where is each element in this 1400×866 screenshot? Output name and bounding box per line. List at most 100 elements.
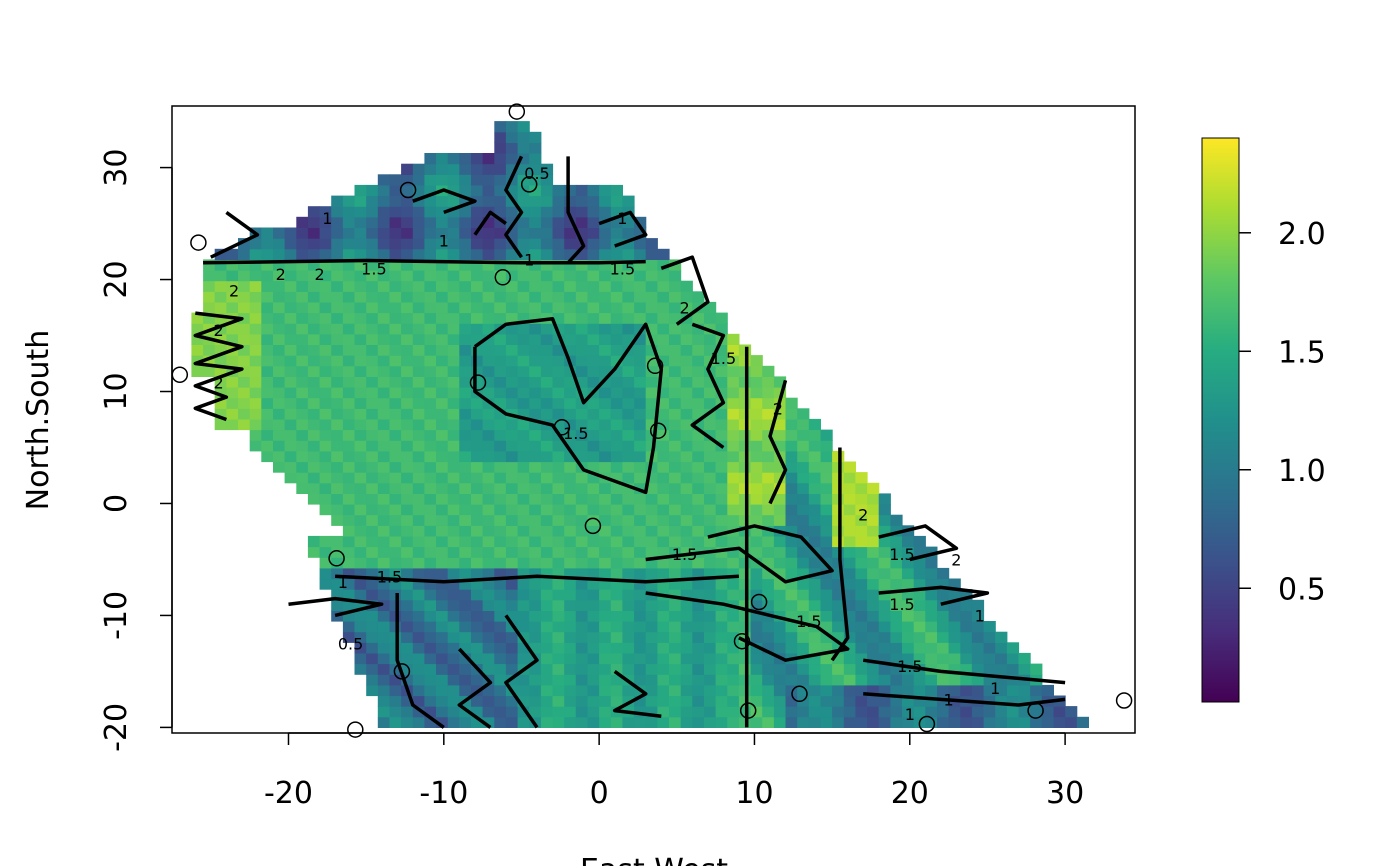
observation-point <box>733 632 751 650</box>
heatmap-cell <box>494 280 507 292</box>
heatmap-cell <box>855 716 868 728</box>
heatmap-cell <box>191 323 204 335</box>
heatmap-cell <box>471 440 484 452</box>
heatmap-cell <box>890 589 903 601</box>
heatmap-cell <box>494 270 507 282</box>
heatmap-cell <box>820 440 833 452</box>
heatmap-cell <box>401 259 414 271</box>
heatmap-cell <box>517 504 530 516</box>
heatmap-cell <box>529 599 542 611</box>
heatmap-cell <box>797 621 810 633</box>
heatmap-cell <box>517 716 530 728</box>
heatmap-cell <box>599 589 612 601</box>
observation-point <box>646 357 664 375</box>
heatmap-cell <box>540 546 554 558</box>
heatmap-cell <box>505 259 519 271</box>
heatmap-cell <box>890 716 903 728</box>
heatmap-cell <box>273 333 286 345</box>
heatmap-cell <box>855 535 868 548</box>
heatmap-cell <box>471 504 484 516</box>
heatmap-cell <box>424 472 437 484</box>
heatmap-cell <box>645 599 658 611</box>
heatmap-cell <box>447 695 460 707</box>
heatmap-cell <box>773 610 787 622</box>
heatmap-cell <box>354 206 367 218</box>
heatmap-cell <box>925 642 938 654</box>
heatmap-cell <box>634 248 647 260</box>
heatmap-cell <box>657 578 670 590</box>
heatmap-cell <box>296 408 309 420</box>
heatmap-cell <box>436 621 449 633</box>
heatmap-cell <box>529 216 542 228</box>
heatmap-cell <box>273 429 286 441</box>
heatmap-cell <box>669 504 682 516</box>
heatmap-cell <box>773 557 787 569</box>
heatmap-cell <box>412 525 425 537</box>
heatmap-cell <box>436 695 449 707</box>
heatmap-cell <box>436 270 449 282</box>
heatmap-cell <box>354 376 367 388</box>
heatmap-cell <box>552 248 565 260</box>
heatmap-cell <box>587 429 600 441</box>
heatmap-cell <box>797 429 810 441</box>
heatmap-cell <box>459 472 472 484</box>
heatmap-cell <box>645 546 658 558</box>
heatmap-cell <box>529 429 542 441</box>
heatmap-cell <box>517 684 530 697</box>
heatmap-cell <box>459 589 472 601</box>
observation-point <box>649 422 667 439</box>
heatmap-cell <box>482 461 495 473</box>
heatmap-cell <box>645 557 658 569</box>
heatmap-cell <box>785 716 798 728</box>
heatmap-cell <box>692 578 705 590</box>
heatmap-cell <box>540 567 554 580</box>
heatmap-cell <box>948 674 961 686</box>
heatmap-cell <box>331 206 344 218</box>
heatmap-cell <box>447 227 460 239</box>
heatmap-cell <box>505 216 519 228</box>
observation-points <box>171 103 1133 738</box>
heatmap-cell <box>680 716 693 728</box>
heatmap-cell <box>552 206 565 218</box>
heatmap-cell <box>599 355 612 367</box>
contour-label: 2 <box>680 299 690 318</box>
heatmap-cell <box>645 440 658 452</box>
heatmap-cell <box>354 312 367 324</box>
heatmap-cell <box>925 684 938 697</box>
heatmap-cell <box>226 387 239 399</box>
heatmap-cell <box>331 557 344 569</box>
heatmap-cell <box>552 631 565 643</box>
heatmap-cell <box>307 535 321 548</box>
heatmap-cell <box>715 461 728 473</box>
heatmap-cell <box>482 280 495 292</box>
heatmap-cell <box>575 589 588 601</box>
heatmap-cell <box>517 163 530 175</box>
heatmap-cell <box>878 652 891 665</box>
heatmap-cell <box>762 504 775 516</box>
heatmap-cell <box>552 482 565 494</box>
heatmap-cell <box>389 514 402 526</box>
heatmap-cell <box>797 450 810 463</box>
heatmap-cell <box>704 429 717 441</box>
heatmap-cell <box>366 546 379 558</box>
heatmap-cell <box>377 301 390 314</box>
heatmap-cell <box>540 355 554 367</box>
heatmap-cell <box>820 599 833 611</box>
heatmap-cell <box>307 493 321 505</box>
heatmap-cell <box>680 535 693 548</box>
heatmap-cell <box>459 567 472 580</box>
heatmap-cell <box>587 461 600 473</box>
heatmap-cell <box>424 153 437 165</box>
heatmap-cell <box>436 397 449 409</box>
heatmap-cell <box>505 695 519 707</box>
heatmap-cell <box>412 301 425 314</box>
heatmap-cell <box>843 514 856 526</box>
heatmap-cell <box>832 695 845 707</box>
heatmap-cell <box>424 418 437 431</box>
heatmap-cell <box>284 280 297 292</box>
heatmap-cell <box>645 344 658 356</box>
heatmap-cell <box>599 206 612 218</box>
heatmap-cell <box>529 280 542 292</box>
heatmap-cell <box>867 706 880 718</box>
heatmap-cell <box>669 567 682 580</box>
